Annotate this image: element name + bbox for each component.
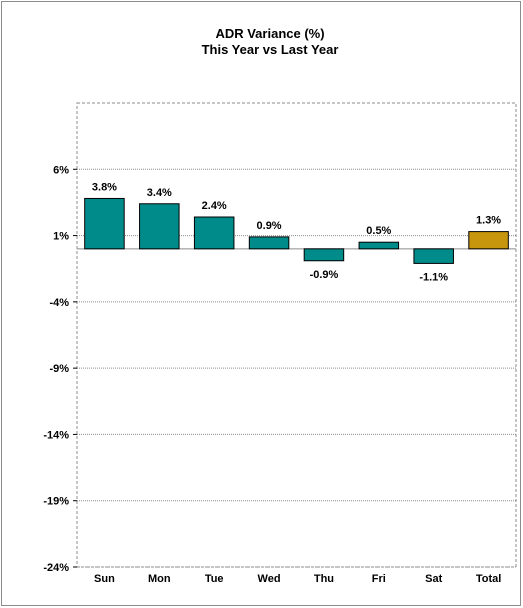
data-label-sun: 3.8% [92, 181, 117, 193]
data-label-thu: -0.9% [310, 269, 339, 281]
y-tick-label: -4% [49, 297, 69, 309]
bar-tue [193, 216, 235, 250]
data-label-sat: -1.1% [419, 271, 448, 283]
bar-wed [248, 236, 290, 250]
y-tick-label: -19% [43, 496, 69, 508]
bars [84, 197, 509, 264]
bar-sun [84, 197, 125, 250]
data-label-mon: 3.4% [147, 187, 172, 199]
plot-area [76, 102, 517, 568]
x-tick-label-sun: Sun [94, 573, 115, 585]
data-label-total: 1.3% [476, 215, 501, 227]
x-tick-label-mon: Mon [148, 573, 171, 585]
data-label-tue: 2.4% [202, 200, 227, 212]
chart-subtitle: This Year vs Last Year [202, 42, 339, 57]
y-tick-label: -24% [43, 562, 69, 574]
x-tick-label-tue: Tue [205, 573, 224, 585]
data-labels: 3.8% 3.4% 2.4% 0.9% -0.9% 0.5% -1.1% 1.3% [92, 181, 501, 283]
x-axis-ticks: Sun Mon Tue Wed Thu Fri Sat Total [94, 573, 501, 585]
y-tick-label: -9% [49, 363, 69, 375]
x-tick-label-sat: Sat [425, 573, 442, 585]
y-tick-label: 1% [53, 231, 69, 243]
data-label-fri: 0.5% [366, 225, 391, 237]
y-axis-ticks: 6% 1% -4% -9% -14% -19% -24% [43, 164, 77, 574]
data-label-wed: 0.9% [257, 220, 282, 232]
y-tick-label: 6% [53, 164, 69, 176]
bar-thu [303, 248, 345, 262]
bar-mon [139, 203, 180, 250]
x-tick-label-total: Total [476, 573, 501, 585]
bar-total [468, 231, 509, 250]
y-tick-label: -14% [43, 429, 69, 441]
x-tick-label-thu: Thu [314, 573, 334, 585]
x-tick-label-fri: Fri [372, 573, 386, 585]
bar-fri [358, 241, 400, 250]
x-tick-label-wed: Wed [258, 573, 281, 585]
chart-title: ADR Variance (%) [215, 26, 324, 41]
bar-sat [413, 248, 454, 264]
